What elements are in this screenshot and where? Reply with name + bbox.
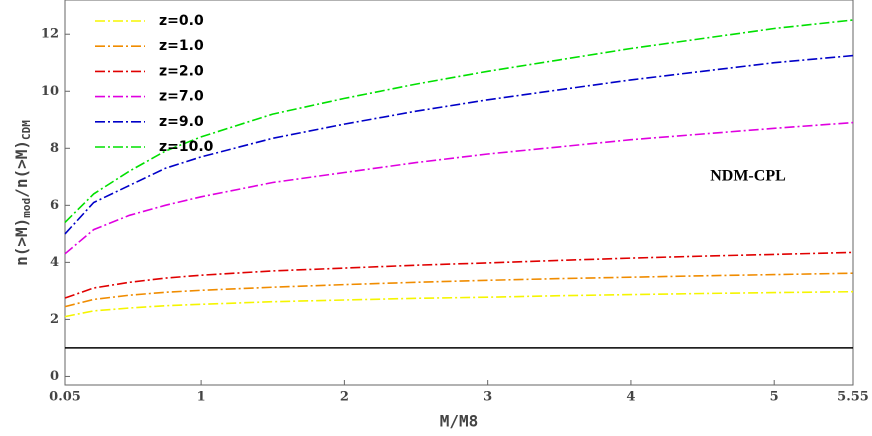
y-tick-label: 6 xyxy=(50,198,59,213)
legend-label: z=7.0 xyxy=(159,89,204,105)
y-tick-label: 4 xyxy=(50,255,59,270)
x-tick-label: 3 xyxy=(483,390,492,405)
y-title-subscript: mod xyxy=(20,198,33,218)
legend-label: z=1.0 xyxy=(159,38,204,54)
legend-label: z=2.0 xyxy=(159,63,204,79)
x-tick-label: 5 xyxy=(770,390,779,405)
series-line xyxy=(64,251,854,299)
series-line xyxy=(64,19,854,223)
x-tick-label: 4 xyxy=(626,390,635,405)
x-tick-label: 1 xyxy=(197,390,206,405)
x-tick-label: 5.55 xyxy=(837,390,869,405)
series-line xyxy=(64,290,854,318)
plot-frame xyxy=(64,0,854,386)
series-line xyxy=(64,121,854,255)
y-title-part: /n(>M) xyxy=(12,140,31,198)
legend-label: z=0.0 xyxy=(159,13,204,29)
y-axis-title: n(>M)mod/n(>M)CDM xyxy=(12,120,34,266)
x-tick-label: 2 xyxy=(340,390,349,405)
legend-label: z=9.0 xyxy=(159,114,204,130)
x-axis-title: M/M8 xyxy=(440,412,479,431)
y-title-part: n(>M) xyxy=(12,218,31,266)
series-line xyxy=(64,54,854,235)
series-line xyxy=(64,272,854,308)
y-tick-label: 12 xyxy=(41,27,59,42)
annotation: NDM-CPL xyxy=(710,168,786,185)
legend-label: z=10.0 xyxy=(159,139,214,155)
y-tick-label: 10 xyxy=(41,84,59,99)
x-tick-label: 0.05 xyxy=(49,390,81,405)
y-tick-label: 0 xyxy=(50,369,59,384)
y-tick-label: 2 xyxy=(50,312,59,327)
y-tick-label: 8 xyxy=(50,141,59,156)
y-title-subscript: CDM xyxy=(20,120,33,140)
